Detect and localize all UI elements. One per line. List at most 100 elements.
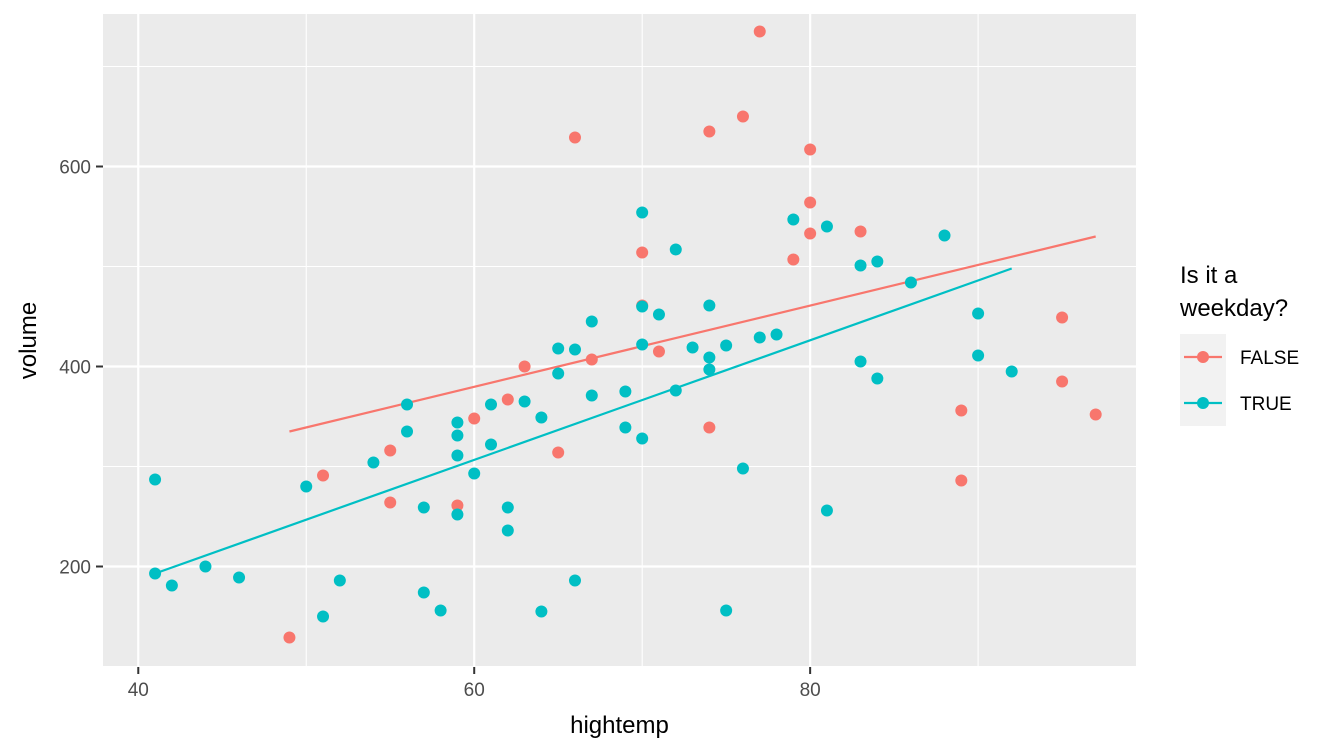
point-true-24 xyxy=(535,411,548,424)
point-true-17 xyxy=(451,508,464,521)
point-false-27 xyxy=(1089,408,1102,421)
point-true-21 xyxy=(501,501,514,514)
point-false-16 xyxy=(736,110,749,123)
point-true-8 xyxy=(367,456,380,469)
point-true-39 xyxy=(669,243,682,256)
point-true-28 xyxy=(568,343,581,356)
point-true-10 xyxy=(401,425,414,438)
point-true-33 xyxy=(619,421,632,434)
point-true-52 xyxy=(820,504,833,517)
axes xyxy=(96,165,812,674)
legend-label-false: FALSE xyxy=(1240,348,1299,369)
point-true-58 xyxy=(938,229,951,242)
point-true-29 xyxy=(568,574,581,587)
point-true-9 xyxy=(401,398,414,411)
point-false-11 xyxy=(636,246,649,259)
point-true-19 xyxy=(485,398,498,411)
point-true-2 xyxy=(165,579,178,592)
point-true-49 xyxy=(770,328,783,341)
point-true-36 xyxy=(636,338,649,351)
legend-key-point-true xyxy=(1197,397,1209,409)
point-true-20 xyxy=(485,438,498,451)
point-true-6 xyxy=(317,610,330,623)
point-true-1 xyxy=(149,567,162,580)
point-false-21 xyxy=(804,227,817,240)
point-true-41 xyxy=(686,341,699,354)
point-false-7 xyxy=(518,360,531,373)
point-true-46 xyxy=(720,604,733,617)
point-false-3 xyxy=(384,496,397,509)
point-false-22 xyxy=(854,225,867,238)
y-tick-label-2: 600 xyxy=(59,158,91,179)
point-false-4 xyxy=(451,499,464,512)
x-axis-title: hightemp xyxy=(570,712,669,739)
point-true-55 xyxy=(871,255,884,268)
point-true-38 xyxy=(652,308,665,321)
point-true-11 xyxy=(417,501,430,514)
point-true-53 xyxy=(854,259,867,272)
point-true-0 xyxy=(149,473,162,486)
point-false-13 xyxy=(652,345,665,358)
legend-keys: FALSE TRUE xyxy=(1180,334,1299,426)
point-false-25 xyxy=(1056,311,1069,324)
point-true-48 xyxy=(753,331,766,344)
point-true-23 xyxy=(518,395,531,408)
point-true-47 xyxy=(736,462,749,475)
point-true-15 xyxy=(451,429,464,442)
point-true-61 xyxy=(1005,365,1018,378)
point-true-14 xyxy=(451,416,464,429)
legend: Is it a weekday? FALSE TRUE xyxy=(1179,262,1299,426)
point-true-59 xyxy=(972,307,985,320)
point-true-13 xyxy=(434,604,447,617)
major-gridlines xyxy=(103,14,1136,667)
point-true-56 xyxy=(871,372,884,385)
x-tick-label-1: 60 xyxy=(464,680,485,701)
legend-title-line-2: weekday? xyxy=(1179,295,1288,322)
x-tick-label-0: 40 xyxy=(128,680,149,701)
point-true-31 xyxy=(585,389,598,402)
point-true-37 xyxy=(636,432,649,445)
fit-line-false xyxy=(289,235,1096,433)
y-tick-label-1: 400 xyxy=(59,358,91,379)
point-true-35 xyxy=(636,300,649,313)
point-false-24 xyxy=(955,474,968,487)
point-false-14 xyxy=(703,125,716,138)
x-tick-label-2: 80 xyxy=(800,680,821,701)
point-false-6 xyxy=(501,393,514,406)
point-true-44 xyxy=(703,363,716,376)
point-true-50 xyxy=(787,213,800,226)
point-true-5 xyxy=(300,480,313,493)
point-true-12 xyxy=(417,586,430,599)
point-false-18 xyxy=(787,253,800,266)
minor-gridlines xyxy=(103,14,1136,668)
point-true-54 xyxy=(854,355,867,368)
point-false-8 xyxy=(552,446,565,459)
y-axis-title: volume xyxy=(15,302,42,379)
point-false-23 xyxy=(955,404,968,417)
point-false-0 xyxy=(283,631,296,644)
point-true-57 xyxy=(904,276,917,289)
point-true-40 xyxy=(669,384,682,397)
point-true-51 xyxy=(820,220,833,233)
point-true-25 xyxy=(535,605,548,618)
point-true-26 xyxy=(552,342,565,355)
point-false-17 xyxy=(753,25,766,38)
point-true-22 xyxy=(501,524,514,537)
point-false-2 xyxy=(384,444,397,457)
point-true-60 xyxy=(972,349,985,362)
legend-title-line-1: Is it a xyxy=(1180,262,1238,289)
point-false-1 xyxy=(317,469,330,482)
point-true-4 xyxy=(233,571,246,584)
point-false-26 xyxy=(1056,375,1069,388)
point-true-16 xyxy=(451,449,464,462)
point-false-19 xyxy=(804,143,817,156)
point-true-7 xyxy=(333,574,346,587)
point-true-43 xyxy=(703,351,716,364)
point-true-30 xyxy=(585,315,598,328)
panel-background xyxy=(103,14,1136,667)
point-false-20 xyxy=(804,196,817,209)
point-true-32 xyxy=(619,385,632,398)
tick-labels: 40 60 80 200 400 600 xyxy=(59,158,820,702)
point-false-15 xyxy=(703,421,716,434)
